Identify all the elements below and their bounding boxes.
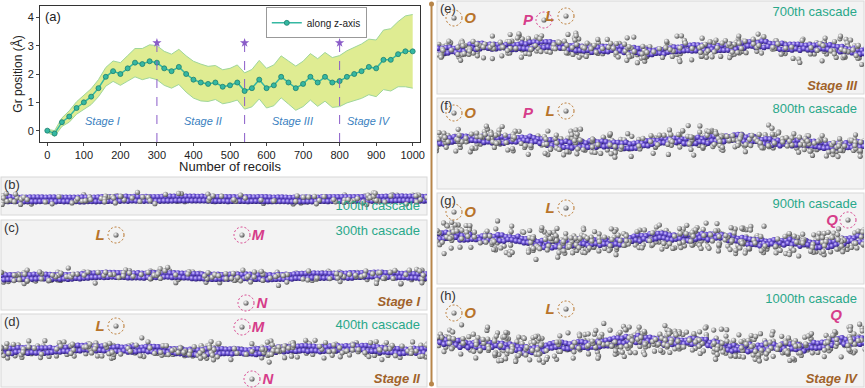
svg-text:P: P	[523, 104, 534, 121]
svg-text:Stage I: Stage I	[377, 294, 420, 309]
svg-text:Stage III: Stage III	[807, 78, 857, 93]
svg-text:Stage II: Stage II	[184, 115, 222, 127]
svg-text:Stage II: Stage II	[374, 371, 421, 386]
svg-text:Q: Q	[826, 211, 838, 228]
svg-text:200: 200	[111, 149, 129, 161]
svg-text:700: 700	[294, 149, 312, 161]
svg-text:900th cascade: 900th cascade	[772, 196, 857, 211]
svg-text:1000th cascade: 1000th cascade	[765, 291, 857, 306]
svg-text:Stage IV: Stage IV	[806, 371, 859, 386]
svg-text:M: M	[252, 318, 265, 335]
svg-text:N: N	[257, 294, 269, 311]
svg-text:900: 900	[367, 149, 385, 161]
svg-text:1: 1	[28, 96, 34, 108]
svg-text:(f): (f)	[440, 98, 453, 113]
svg-text:M: M	[252, 226, 265, 243]
svg-text:(e): (e)	[440, 1, 456, 16]
svg-text:(c): (c)	[4, 220, 19, 235]
svg-text:O: O	[464, 9, 476, 26]
svg-text:Number of recoils: Number of recoils	[179, 159, 281, 174]
svg-text:N: N	[263, 370, 275, 387]
svg-text:(b): (b)	[4, 177, 20, 192]
svg-text:L: L	[545, 199, 554, 216]
svg-text:300th cascade: 300th cascade	[335, 223, 420, 238]
svg-text:700th cascade: 700th cascade	[772, 4, 857, 19]
svg-text:Stage III: Stage III	[272, 115, 313, 127]
svg-text:2: 2	[28, 68, 34, 80]
svg-text:600: 600	[257, 149, 275, 161]
svg-text:400th cascade: 400th cascade	[335, 317, 420, 332]
svg-text:L: L	[95, 317, 104, 334]
svg-text:300: 300	[148, 149, 166, 161]
svg-text:100: 100	[75, 149, 93, 161]
svg-text:400: 400	[184, 149, 202, 161]
svg-text:Q: Q	[830, 306, 842, 323]
svg-text:L: L	[545, 7, 554, 24]
svg-text:0: 0	[44, 149, 50, 161]
svg-text:P: P	[523, 11, 534, 28]
svg-text:3: 3	[28, 40, 34, 52]
svg-text:(g): (g)	[440, 193, 456, 208]
svg-text:L: L	[95, 226, 104, 243]
svg-text:Stage I: Stage I	[85, 115, 120, 127]
svg-text:O: O	[464, 304, 476, 321]
svg-text:500: 500	[221, 149, 239, 161]
svg-text:(a): (a)	[45, 9, 61, 24]
svg-text:4: 4	[28, 11, 34, 23]
svg-text:Stage IV: Stage IV	[347, 115, 391, 127]
svg-text:Gr position (Å): Gr position (Å)	[10, 35, 25, 112]
svg-text:L: L	[545, 102, 554, 119]
svg-text:O: O	[464, 104, 476, 121]
svg-text:800: 800	[330, 149, 348, 161]
svg-text:(d): (d)	[4, 314, 20, 329]
svg-text:O: O	[464, 203, 476, 220]
svg-text:along z-axis: along z-axis	[307, 18, 360, 29]
svg-text:0: 0	[28, 125, 34, 137]
svg-text:100th cascade: 100th cascade	[335, 198, 420, 213]
svg-text:(h): (h)	[440, 288, 456, 303]
svg-text:1000: 1000	[400, 149, 424, 161]
svg-text:L: L	[545, 300, 554, 317]
svg-text:800th cascade: 800th cascade	[772, 101, 857, 116]
